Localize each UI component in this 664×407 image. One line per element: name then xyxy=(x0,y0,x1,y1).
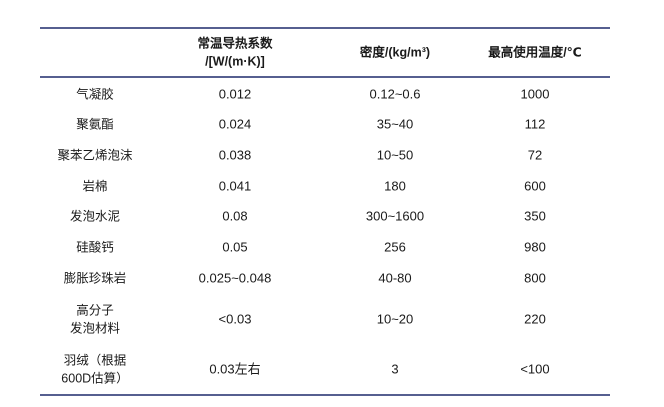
table-cell: 0.038 xyxy=(219,147,252,162)
table-cell: 40-80 xyxy=(378,270,411,285)
table-cell: 0.08 xyxy=(222,208,247,223)
row-label: 聚氨酯 xyxy=(76,117,114,131)
table-cell: 600 xyxy=(524,178,546,193)
row-label: 气凝胶 xyxy=(76,86,114,101)
table-cell: 1000 xyxy=(521,86,550,101)
table-cell: 0.03左右 xyxy=(209,361,260,376)
table-cell: 0.041 xyxy=(219,178,252,193)
table-cell: 35~40 xyxy=(377,116,414,131)
table-cell: 0.12~0.6 xyxy=(370,86,421,101)
table-cell: 350 xyxy=(524,208,546,223)
table-cell: 220 xyxy=(524,311,546,326)
table-cell: 0.024 xyxy=(219,116,252,131)
row-label: 岩棉 xyxy=(82,178,107,193)
row-label: 高分子 xyxy=(76,302,114,317)
row-label: 羽绒（根据 xyxy=(64,353,127,367)
header-cell: /[W/(m·K)] xyxy=(205,54,265,68)
table-cell: 256 xyxy=(384,239,406,254)
table-cell: 10~20 xyxy=(377,311,414,326)
table-cell: <0.03 xyxy=(219,311,252,326)
table-cell: 10~50 xyxy=(377,147,414,162)
table-cell: <100 xyxy=(520,361,549,376)
header-cell: 密度/(kg/m³) xyxy=(359,44,430,59)
table-cell: 72 xyxy=(528,147,542,162)
row-label: 发泡水泥 xyxy=(70,208,120,223)
row-label: 硅酸钙 xyxy=(76,239,114,254)
row-label: 发泡材料 xyxy=(70,320,121,335)
row-label: 聚苯乙烯泡沫 xyxy=(57,148,133,162)
table-cell: 0.025~0.048 xyxy=(199,270,272,285)
table-cell: 980 xyxy=(524,239,546,254)
table-cell: 800 xyxy=(524,270,546,285)
header-cell: 最高使用温度/℃ xyxy=(488,44,582,59)
header-cell: 常温导热系数 xyxy=(197,35,273,50)
table-cell: 112 xyxy=(525,116,546,131)
table-cell: 180 xyxy=(384,178,406,193)
table-cell: 0.012 xyxy=(219,86,252,101)
table-cell: 3 xyxy=(391,361,398,376)
row-label: 600D估算） xyxy=(61,370,128,385)
table-cell: 300~1600 xyxy=(366,208,424,223)
row-label: 膨胀珍珠岩 xyxy=(64,270,127,285)
table-cell: 0.05 xyxy=(222,239,247,254)
